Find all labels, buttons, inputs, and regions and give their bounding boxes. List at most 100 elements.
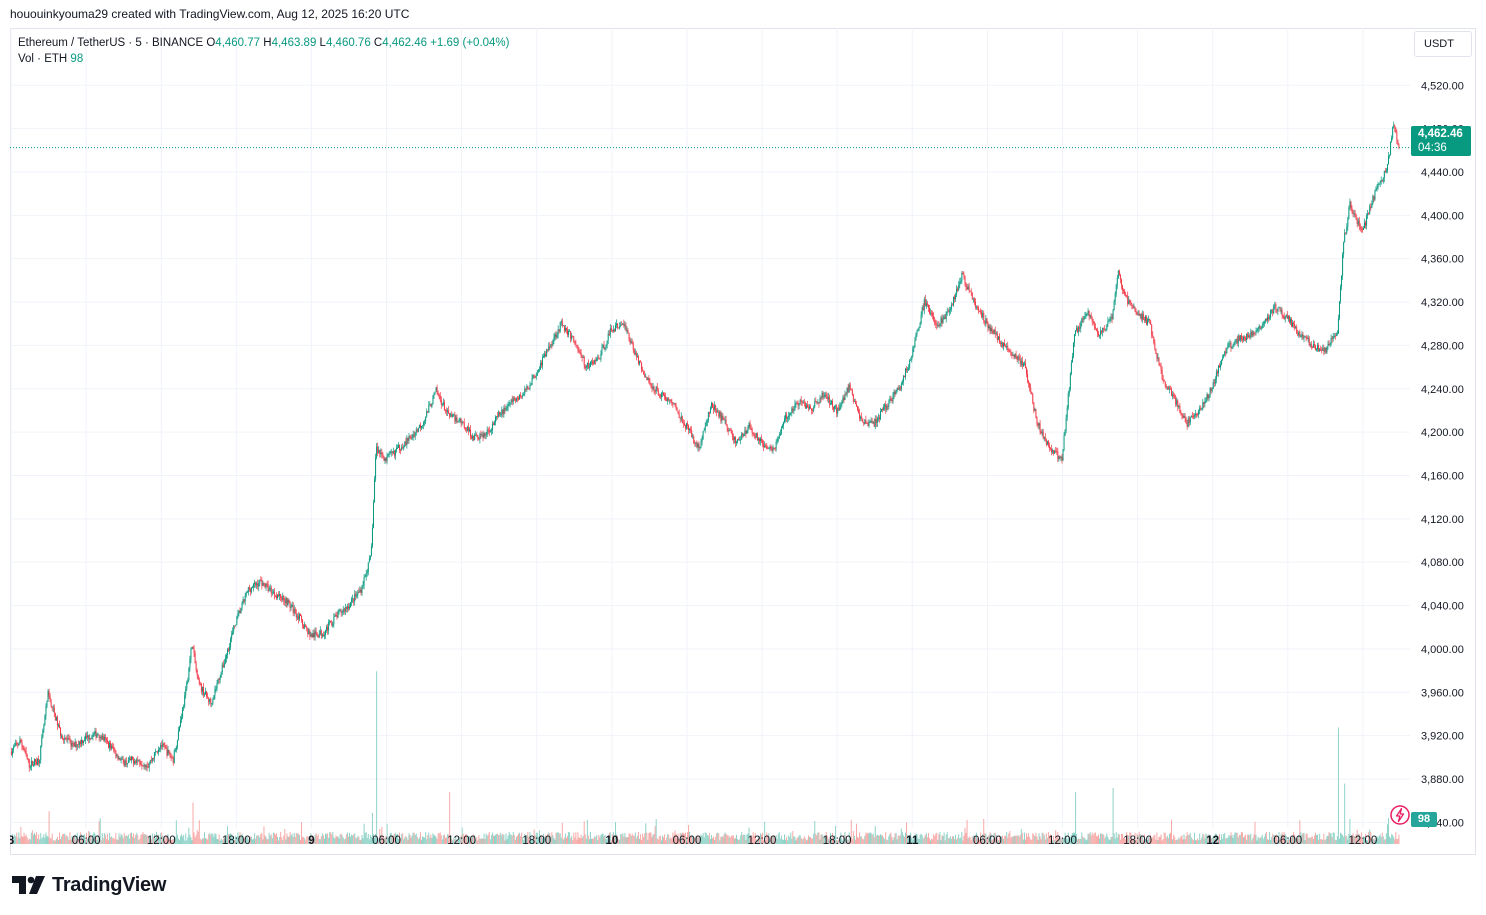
candle-body xyxy=(755,433,757,438)
volume-bar xyxy=(23,832,25,844)
volume-bar xyxy=(148,836,150,844)
candle-body xyxy=(426,411,428,417)
volume-bar xyxy=(945,834,947,844)
volume-bar xyxy=(1217,838,1219,844)
volume-bar xyxy=(730,835,732,844)
volume-bar xyxy=(92,834,94,844)
volume-bar xyxy=(575,832,577,844)
volume-bar xyxy=(581,838,583,844)
volume-bar xyxy=(618,839,620,844)
volume-bar xyxy=(1362,836,1364,844)
volume-bar xyxy=(1297,838,1299,844)
volume-bar xyxy=(1048,835,1050,844)
tradingview-logo[interactable]: TradingView xyxy=(12,872,166,898)
candle-body xyxy=(673,403,675,405)
volume-bar xyxy=(89,832,91,844)
candle-body xyxy=(1143,319,1145,321)
candle-body xyxy=(739,439,741,441)
candle-body xyxy=(41,737,43,746)
candle-body xyxy=(1175,396,1177,405)
volume-bar xyxy=(273,833,275,844)
volume-bar xyxy=(432,833,434,844)
volume-bar xyxy=(1062,837,1064,844)
candle-body xyxy=(701,439,703,442)
time-tick-label: 12:00 xyxy=(1048,835,1077,847)
volume-bar xyxy=(237,832,239,844)
candle-body xyxy=(526,386,528,390)
candle-body xyxy=(51,706,53,708)
candle-body xyxy=(1203,402,1205,404)
volume-bar xyxy=(707,835,709,844)
price-tick-label: 4,360.00 xyxy=(1421,254,1464,266)
volume-bar xyxy=(1287,837,1289,844)
volume-bar xyxy=(896,839,898,844)
volume-bar xyxy=(588,839,590,844)
candle-body xyxy=(834,406,836,410)
volume-bar xyxy=(358,836,360,844)
candle-body xyxy=(19,739,21,745)
volume-bar xyxy=(1179,838,1181,844)
volume-bar xyxy=(1060,838,1062,844)
lightning-icon[interactable] xyxy=(1389,804,1411,826)
candle-body xyxy=(571,335,573,340)
volume-bar xyxy=(839,837,841,844)
volume-bar xyxy=(1240,831,1242,844)
candle-body xyxy=(1314,346,1316,351)
candle-body xyxy=(342,608,344,613)
candle-body xyxy=(1319,349,1321,352)
candle-body xyxy=(1373,196,1375,200)
volume-bar xyxy=(249,836,251,844)
volume-bar xyxy=(612,832,614,844)
candle-body xyxy=(1386,164,1388,171)
volume-bar xyxy=(685,837,687,844)
candle-body xyxy=(402,447,404,449)
volume-bar xyxy=(488,831,490,844)
candle-body xyxy=(1380,180,1382,183)
volume-bar xyxy=(1119,839,1121,844)
volume-bar xyxy=(795,840,797,844)
candle-body xyxy=(736,441,738,444)
candle-body xyxy=(355,593,357,597)
candle-body xyxy=(713,407,715,410)
candle-body xyxy=(56,717,58,726)
candle-body xyxy=(1174,396,1176,397)
volume-bar xyxy=(720,836,722,844)
volume-bar xyxy=(823,835,825,844)
candle-body xyxy=(1304,336,1306,338)
price-chart[interactable]: 4,520.004,480.004,440.004,400.004,360.00… xyxy=(10,28,1476,855)
candle-body xyxy=(750,427,752,429)
volume-bar xyxy=(1000,836,1002,844)
volume-label[interactable]: Vol · ETH xyxy=(18,53,68,65)
volume-bar xyxy=(1225,838,1227,844)
volume-bar xyxy=(763,840,765,844)
currency-unit-button[interactable]: USDT xyxy=(1414,31,1472,57)
candle-body xyxy=(1300,336,1302,338)
volume-bar xyxy=(453,837,455,844)
volume-bar xyxy=(401,833,403,844)
volume-bar xyxy=(726,835,728,844)
candle-body xyxy=(68,738,70,739)
volume-bar xyxy=(355,837,357,844)
volume-bar xyxy=(893,837,895,844)
time-tick-label: 06:00 xyxy=(673,835,702,847)
candle-body xyxy=(887,405,889,407)
volume-bar xyxy=(677,833,679,844)
volume-bar xyxy=(716,833,718,844)
volume-bar xyxy=(411,835,413,844)
volume-bar xyxy=(1006,832,1008,844)
candle-body xyxy=(1323,348,1325,352)
candle-body xyxy=(122,758,124,760)
volume-bar xyxy=(939,832,941,844)
volume-bar xyxy=(458,838,460,844)
volume-bar xyxy=(1184,839,1186,844)
candle-body xyxy=(864,419,866,425)
volume-bar xyxy=(268,832,270,844)
volume-bar xyxy=(1212,836,1214,844)
candle-body xyxy=(504,407,506,410)
volume-bar xyxy=(396,833,398,844)
candle-body xyxy=(419,424,421,429)
volume-bar xyxy=(778,832,780,844)
volume-bar xyxy=(265,836,267,844)
candle-body xyxy=(258,583,260,587)
symbol-title[interactable]: Ethereum / TetherUS · 5 · BINANCE xyxy=(18,37,204,49)
